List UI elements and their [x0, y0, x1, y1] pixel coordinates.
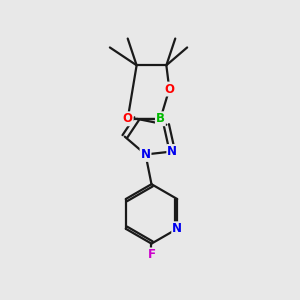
Text: O: O — [164, 82, 174, 96]
Text: N: N — [167, 145, 177, 158]
Text: O: O — [123, 112, 133, 125]
Text: F: F — [148, 248, 155, 261]
Text: N: N — [140, 148, 151, 161]
Text: B: B — [156, 112, 165, 125]
Text: N: N — [172, 222, 182, 235]
